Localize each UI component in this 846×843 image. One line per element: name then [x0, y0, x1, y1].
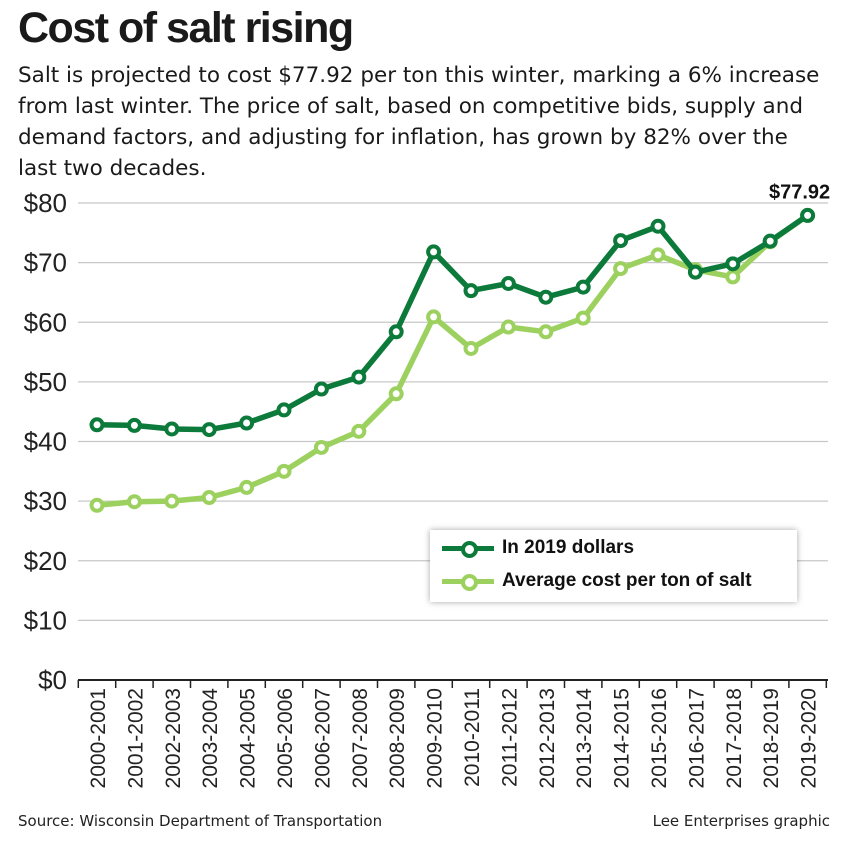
y-tick-label: $40 [24, 427, 67, 457]
data-point [463, 283, 479, 299]
data-point [800, 207, 816, 223]
data-point [164, 493, 180, 509]
legend-label: In 2019 dollars [502, 537, 635, 558]
data-point [762, 233, 778, 249]
x-tick-label: 2008-2009 [386, 688, 409, 788]
data-point [687, 264, 703, 280]
data-point [426, 309, 442, 325]
x-tick-label: 2010-2011 [461, 688, 484, 787]
data-point [126, 417, 142, 433]
data-point [313, 381, 329, 397]
y-tick-label: $50 [24, 367, 67, 397]
x-tick-label: 2019-2020 [798, 688, 821, 788]
y-tick-label: $80 [24, 188, 67, 218]
data-point [575, 310, 591, 326]
source-note: Source: Wisconsin Department of Transpor… [18, 812, 383, 830]
data-point [89, 417, 105, 433]
x-tick-label: 2007-2008 [349, 688, 372, 788]
chart-subtitle: Salt is projected to cost $77.92 per ton… [18, 63, 820, 181]
data-point [388, 324, 404, 340]
data-point [89, 497, 105, 513]
data-point [613, 233, 629, 249]
data-point [725, 269, 741, 285]
y-tick-label: $10 [24, 605, 67, 635]
data-point [575, 279, 591, 295]
data-point [239, 479, 255, 495]
legend-swatch-light [442, 568, 494, 594]
data-point [650, 218, 666, 234]
legend-item-2019-dollars: In 2019 dollars [442, 535, 634, 561]
x-tick-label: 2000-2001 [87, 688, 110, 788]
legend-label: Average cost per ton of salt [502, 570, 752, 591]
x-tick-label: 2015-2016 [648, 688, 671, 788]
data-point [388, 386, 404, 402]
data-point [500, 319, 516, 335]
legend-swatch-dark [442, 535, 494, 561]
data-point [276, 463, 292, 479]
data-point [313, 439, 329, 455]
y-tick-label: $60 [24, 307, 67, 337]
data-point [164, 421, 180, 437]
data-point [239, 415, 255, 431]
legend-item-average-cost: Average cost per ton of salt [442, 568, 752, 594]
data-point [725, 256, 741, 272]
x-tick-label: 2018-2019 [760, 688, 783, 788]
chart-title: Cost of salt rising [18, 4, 354, 52]
x-tick-label: 2017-2018 [723, 688, 746, 788]
data-point [538, 289, 554, 305]
x-tick-label: 2004-2005 [237, 688, 260, 788]
x-tick-label: 2011-2012 [498, 688, 521, 787]
series-line-average-cost [94, 212, 811, 509]
x-tick-label: 2006-2007 [311, 688, 334, 788]
x-tick-label: 2009-2010 [424, 688, 447, 788]
data-point [650, 247, 666, 263]
data-point [201, 490, 217, 506]
data-point [613, 261, 629, 277]
legend-marker-dark [461, 541, 478, 558]
y-tick-label: $0 [38, 665, 67, 695]
y-tick-label: $30 [24, 486, 67, 516]
x-tick-label: 2002-2003 [162, 688, 185, 788]
legend: In 2019 dollars Average cost per ton of … [430, 530, 797, 602]
legend-marker-light [461, 574, 478, 591]
data-point [351, 423, 367, 439]
data-point [351, 369, 367, 385]
data-point [538, 324, 554, 340]
credit-note: Lee Enterprises graphic [652, 812, 830, 830]
y-tick-label: $20 [24, 546, 67, 576]
value-annotation: $77.92 [769, 181, 830, 203]
x-tick-label: 2005-2006 [274, 688, 297, 788]
data-point [500, 275, 516, 291]
data-point [463, 340, 479, 356]
x-tick-label: 2013-2014 [573, 688, 596, 789]
x-tick-label: 2012-2013 [536, 688, 559, 788]
x-tick-label: 2014-2015 [611, 688, 634, 788]
data-point [426, 244, 442, 260]
x-tick-label: 2001-2002 [124, 688, 147, 788]
x-tick-label: 2003-2004 [199, 688, 222, 789]
data-point [126, 494, 142, 510]
data-point [201, 422, 217, 438]
x-tick-label: 2016-2017 [685, 688, 708, 788]
data-point [276, 402, 292, 418]
y-tick-label: $70 [24, 248, 67, 278]
